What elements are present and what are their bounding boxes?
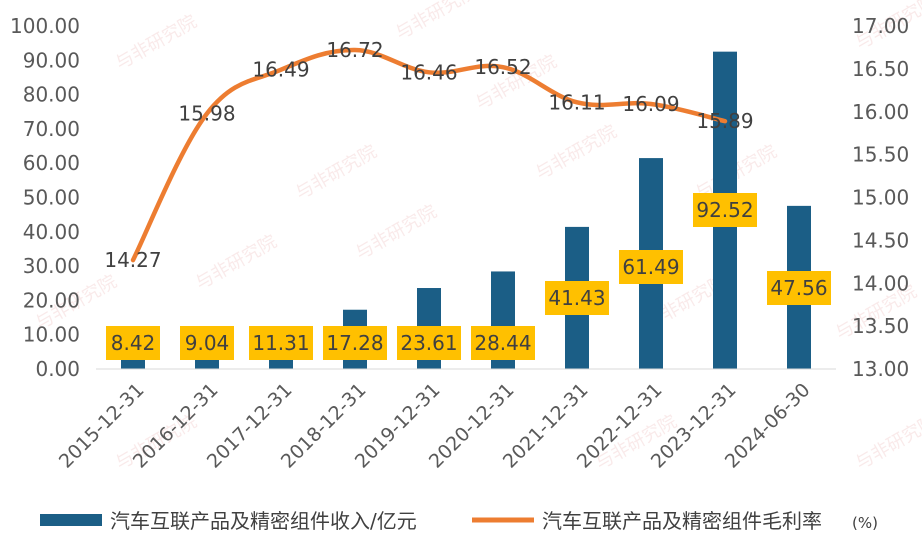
right-tick-label: 13.50 [852, 314, 909, 338]
revenue-label-box [471, 326, 535, 360]
margin-value-label: 15.89 [696, 109, 753, 133]
legend-line-unit: (%) [852, 514, 878, 532]
margin-value-label: 16.49 [252, 58, 309, 82]
revenue-labels: 8.42 9.04 11.31 17.28 23.61 28.44 41.43 61.49 92… [106, 193, 831, 360]
revenue-label-box [180, 326, 234, 360]
left-tick-label: 30.00 [23, 254, 80, 278]
right-tick-label: 15.00 [852, 186, 909, 210]
margin-labels: 14.27 15.98 16.49 16.72 16.46 16.52 16.11 16.09… [104, 38, 753, 272]
watermark-text: 与非研究院 [532, 121, 620, 184]
watermark-text: 与非研究院 [392, 0, 480, 44]
revenue-value-label: 9.04 [185, 331, 230, 355]
revenue-label-box [397, 326, 461, 360]
left-tick-label: 80.00 [23, 83, 80, 107]
revenue-label-box [545, 281, 609, 315]
right-tick-label: 14.50 [852, 228, 909, 252]
legend-bar-swatch [40, 514, 102, 526]
margin-value-label: 15.98 [178, 101, 235, 125]
legend-line-label: 汽车互联产品及精密组件毛利率 [542, 509, 822, 533]
margin-line [130, 47, 728, 263]
left-axis: 0.00 10.00 20.00 30.00 40.00 50.00 60.00 70.00 8… [10, 14, 80, 381]
legend-bar-label: 汽车互联产品及精密组件收入/亿元 [110, 509, 417, 533]
right-tick-label: 16.50 [852, 57, 909, 81]
revenue-label-box [767, 271, 831, 305]
left-tick-label: 70.00 [23, 117, 80, 141]
margin-value-label: 16.46 [400, 60, 457, 84]
revenue-label-box [323, 326, 387, 360]
x-axis: 2015-12-312016-12-312017-12-312018-12-31… [55, 368, 836, 473]
watermark-text: 与非研究院 [292, 141, 380, 204]
revenue-value-label: 47.56 [770, 276, 827, 300]
left-tick-label: 100.00 [10, 14, 80, 38]
left-tick-label: 0.00 [35, 357, 80, 381]
revenue-value-label: 8.42 [111, 331, 156, 355]
left-tick-label: 90.00 [23, 48, 80, 72]
legend: 汽车互联产品及精密组件收入/亿元 汽车互联产品及精密组件毛利率 (%) [40, 509, 878, 533]
left-tick-label: 40.00 [23, 220, 80, 244]
left-tick-label: 10.00 [23, 323, 80, 347]
right-tick-label: 15.50 [852, 143, 909, 167]
revenue-value-label: 28.44 [474, 331, 531, 355]
margin-value-label: 16.52 [474, 55, 531, 79]
revenue-value-label: 61.49 [622, 255, 679, 279]
margin-value-label: 16.09 [622, 92, 679, 116]
watermark-text: 与非研究院 [852, 411, 922, 474]
margin-value-label: 14.27 [104, 248, 161, 272]
watermark-text: 与非研究院 [352, 201, 440, 264]
left-tick-label: 50.00 [23, 186, 80, 210]
left-tick-label: 60.00 [23, 151, 80, 175]
revenue-value-label: 11.31 [252, 331, 309, 355]
revenue-label-box [249, 326, 313, 360]
revenue-label-box [693, 193, 757, 227]
watermark-text: 与非研究院 [112, 11, 200, 74]
right-tick-label: 13.00 [852, 357, 909, 381]
left-tick-label: 20.00 [23, 288, 80, 312]
margin-line-path [130, 47, 728, 263]
revenue-label-box [106, 326, 160, 360]
revenue-value-label: 41.43 [548, 286, 605, 310]
revenue-value-label: 17.28 [326, 331, 383, 355]
margin-value-label: 16.72 [326, 38, 383, 62]
revenue-value-label: 92.52 [696, 198, 753, 222]
right-axis: 13.00 13.50 14.00 14.50 15.00 15.50 16.00 16.50… [852, 14, 909, 381]
margin-value-label: 16.11 [548, 90, 605, 114]
revenue-value-label: 23.61 [400, 331, 457, 355]
watermark-text: 与非研究院 [192, 231, 280, 294]
right-tick-label: 16.00 [852, 100, 909, 124]
right-tick-label: 17.00 [852, 14, 909, 38]
right-tick-label: 14.00 [852, 271, 909, 295]
revenue-label-box [619, 250, 683, 284]
